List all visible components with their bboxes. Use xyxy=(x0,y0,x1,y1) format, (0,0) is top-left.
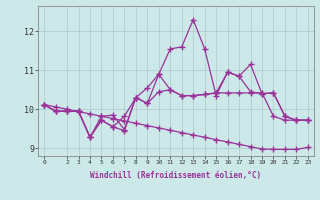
X-axis label: Windchill (Refroidissement éolien,°C): Windchill (Refroidissement éolien,°C) xyxy=(91,171,261,180)
